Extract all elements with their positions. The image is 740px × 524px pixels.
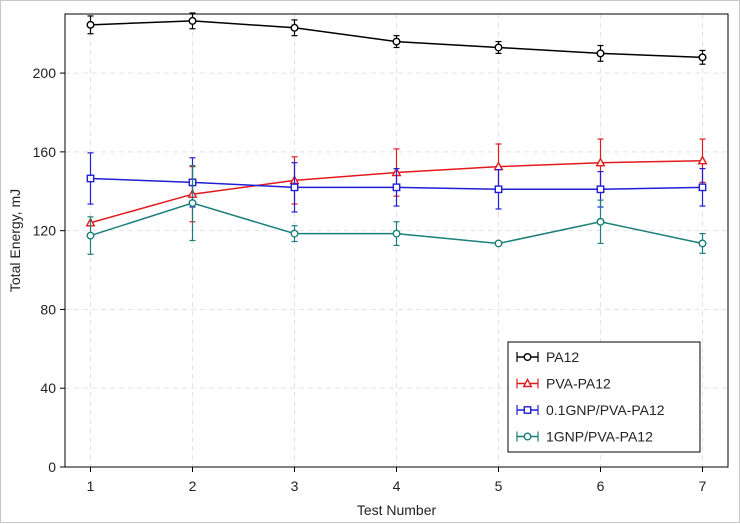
data-point [494,185,503,194]
legend-marker [523,406,532,414]
legend-label-pva-pa12: PVA-PA12 [546,376,611,392]
data-point [290,23,299,32]
x-tick-label: 1 [87,478,95,494]
series-1gnp-pva-pa12 [86,165,707,255]
y-tick-label: 80 [40,301,56,317]
data-point [188,199,197,208]
data-point [596,49,605,58]
data-point [596,217,605,226]
data-point [494,43,503,52]
legend-item-pa12: PA12 [516,349,579,365]
legend-marker [523,353,532,362]
data-point [596,185,605,194]
legend-marker [522,378,533,388]
y-axis-title: Total Energy, mJ [7,189,23,292]
data-point [494,239,503,248]
legend-item-pva-pa12: PVA-PA12 [516,376,611,392]
legend-item-0-1gnp-pva-pa12: 0.1GNP/PVA-PA12 [516,402,665,418]
data-point [595,157,606,167]
y-tick-label: 200 [33,65,57,81]
axes: 0 40 80 120 160 200 1 2 3 4 5 6 7 [33,65,707,494]
legend-label-1gnp-pva-pa12: 1GNP/PVA-PA12 [546,429,653,445]
x-tick-label: 6 [597,478,605,494]
x-tick-label: 5 [495,478,503,494]
legend-label-pa12: PA12 [546,349,579,365]
legend-label-0-1gnp-pva-pa12: 0.1GNP/PVA-PA12 [546,402,665,418]
data-point [698,183,707,192]
x-axis-title: Test Number [357,502,437,518]
series-layer [85,12,708,255]
data-point [188,16,197,25]
data-point [697,155,708,165]
x-tick-label: 2 [189,478,197,494]
x-tick-label: 7 [699,478,707,494]
data-point [392,183,401,192]
data-point [493,161,504,171]
data-point [86,20,95,29]
data-point [290,183,299,192]
data-point [698,53,707,62]
data-point [86,174,95,183]
data-point [392,37,401,46]
data-point [290,229,299,238]
data-point [86,231,95,240]
y-tick-label: 120 [33,223,57,239]
y-tick-label: 40 [40,380,56,396]
legend-item-1gnp-pva-pa12: 1GNP/PVA-PA12 [516,429,653,445]
x-tick-label: 4 [393,478,401,494]
series-pa12 [86,12,707,65]
y-tick-label: 160 [33,144,57,160]
legend-marker [523,432,532,441]
x-tick-label: 3 [291,478,299,494]
y-tick-label: 0 [48,459,56,475]
data-point [392,229,401,238]
legend: PA12 PVA-PA12 0.1GNP/PVA-PA12 1GNP/PVA-PA12 [507,341,701,453]
legend-box [507,341,701,453]
data-point [698,239,707,248]
